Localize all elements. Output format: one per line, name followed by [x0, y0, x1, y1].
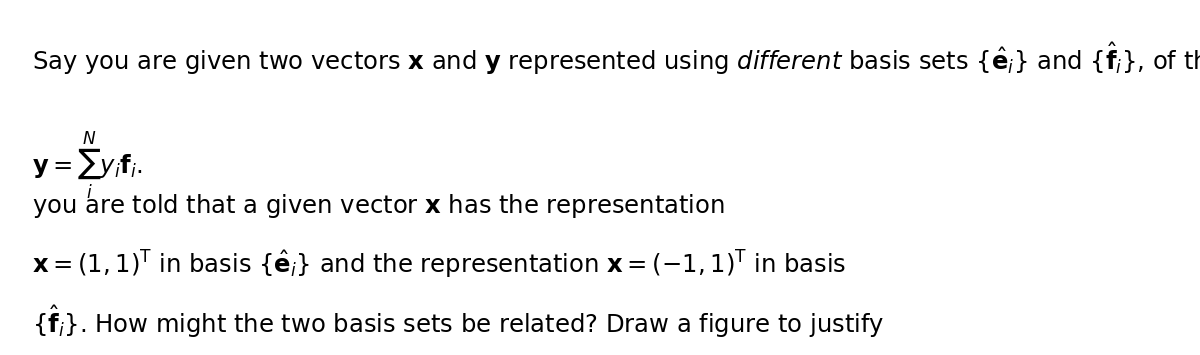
Text: you are told that a given vector $\mathbf{x}$ has the representation: you are told that a given vector $\mathb…: [32, 192, 725, 220]
Text: Say you are given two vectors $\mathbf{x}$ and $\mathbf{y}$ represented using $\: Say you are given two vectors $\mathbf{x…: [32, 25, 1200, 97]
Text: $\mathbf{x} = (1,1)^\mathrm{T}$ in basis $\{\hat{\mathbf{e}}_i\}$ and the repres: $\mathbf{x} = (1,1)^\mathrm{T}$ in basis…: [32, 248, 847, 280]
Text: $\{\hat{\mathbf{f}}_i\}$. How might the two basis sets be related? Draw a figure: $\{\hat{\mathbf{f}}_i\}$. How might the …: [32, 304, 884, 340]
Text: $\mathbf{y} = \sum_i^N y_i\mathbf{f}_i$.: $\mathbf{y} = \sum_i^N y_i\mathbf{f}_i$.: [32, 130, 143, 201]
